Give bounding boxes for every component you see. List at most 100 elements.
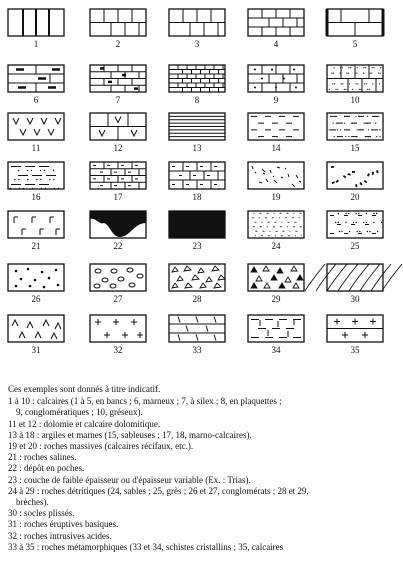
symbol-frame: [168, 112, 226, 141]
symbol-frame: [7, 314, 65, 343]
symbol-number: 26: [32, 294, 42, 304]
symbol-frame: [326, 161, 384, 190]
lithology-symbol: 26: [7, 263, 65, 304]
symbol-number: 22: [114, 241, 123, 251]
lithology-symbol: 29: [247, 263, 305, 304]
legend-line: 24 à 29 : roches détritiques (24, sables…: [8, 485, 309, 496]
lithology-symbol: 3: [168, 8, 226, 49]
symbol-number: 25: [351, 241, 361, 251]
lithology-symbol: 14: [247, 112, 305, 153]
symbol-number: 32: [114, 345, 123, 355]
symbol-number: 6: [34, 95, 39, 105]
lithology-symbol: 1: [7, 8, 65, 49]
lithology-symbol: 21: [7, 210, 65, 251]
symbol-frame: [7, 161, 65, 190]
symbol-frame: [7, 8, 65, 37]
symbol-number: 7: [116, 95, 121, 105]
symbol-frame: [89, 210, 147, 239]
symbol-number: 9: [274, 95, 279, 105]
lithology-symbol: 20: [326, 161, 384, 202]
symbol-number: 14: [272, 143, 282, 153]
symbol-number: 11: [32, 143, 41, 153]
lithology-symbol: 32: [89, 314, 147, 355]
legend-line: 9, conglomératiques ; 10, gréseux).: [16, 407, 143, 418]
legend-line: 21 : roches salines.: [8, 452, 77, 463]
lithology-symbol: 9: [247, 64, 305, 105]
symbol-frame: [89, 112, 147, 141]
symbol-number: 2: [116, 39, 121, 49]
legend-line: 31 : roches éruptives basiques.: [8, 519, 119, 530]
lithology-symbol: 12: [89, 112, 147, 153]
legend-line: 1 à 10 : calcaires (1 à 5, en bancs ; 6,…: [8, 396, 282, 407]
lithology-symbol: 24: [247, 210, 305, 251]
symbol-frame: [168, 8, 226, 37]
symbol-frame: [7, 112, 65, 141]
symbol-number: 3: [195, 39, 200, 49]
lithology-symbol: 18: [168, 161, 226, 202]
symbol-frame: [89, 314, 147, 343]
symbol-number: 20: [351, 192, 361, 202]
symbol-frame: [168, 210, 226, 239]
symbol-number: 16: [32, 192, 42, 202]
symbol-number: 13: [193, 143, 203, 153]
lithology-symbol: 33: [168, 314, 226, 355]
symbol-number: 34: [272, 345, 282, 355]
symbol-number: 12: [114, 143, 123, 153]
symbol-frame: [326, 314, 384, 343]
legend-line: 23 : couche de faible épaisseur ou d'épa…: [8, 474, 251, 485]
lithology-symbol: 28: [168, 263, 226, 304]
symbol-number: 8: [195, 95, 200, 105]
lithology-symbol: 30: [304, 263, 403, 304]
symbol-frame: [247, 64, 305, 93]
symbol-number: 24: [272, 241, 282, 251]
symbol-frame: [326, 8, 384, 37]
lithology-symbol: 16: [7, 161, 65, 202]
lithology-symbol: 31: [7, 314, 65, 355]
symbol-frame: [89, 161, 147, 190]
lithology-symbol: 2: [89, 8, 147, 49]
legend-line: 11 et 12 : dolomie et calcaire dolomitiq…: [8, 418, 161, 429]
lithology-symbol: 6: [7, 64, 65, 105]
lithology-symbol: 35: [326, 314, 384, 355]
lithology-symbol: 23: [168, 210, 226, 251]
symbol-number: 10: [351, 95, 361, 105]
symbol-number: 29: [272, 294, 282, 304]
symbol-number: 33: [193, 345, 203, 355]
symbol-frame: [89, 8, 147, 37]
lithology-symbol: 15: [326, 112, 384, 153]
lithology-symbol: 8: [168, 64, 226, 105]
symbol-number: 28: [193, 294, 203, 304]
symbol-frame: [247, 8, 305, 37]
symbol-frame: [247, 210, 305, 239]
symbol-number: 1: [34, 39, 39, 49]
symbol-number: 31: [32, 345, 41, 355]
legend: Ces exemples sont donnés à titre indicat…: [8, 384, 400, 553]
legend-line: 13 à 18 : argiles et marnes (15, sableus…: [8, 429, 252, 440]
symbol-number: 17: [114, 192, 124, 202]
symbol-number: 35: [351, 345, 361, 355]
lithology-symbol: 17: [89, 161, 147, 202]
symbol-frame: [326, 64, 384, 93]
symbol-frame: [7, 210, 65, 239]
symbol-frame: [89, 64, 147, 93]
legend-line: brèches).: [16, 497, 49, 508]
lithology-symbol: 11: [7, 112, 65, 153]
lithology-symbol: 7: [89, 64, 147, 105]
symbol-frame: [168, 161, 226, 190]
symbol-number: 21: [32, 241, 41, 251]
symbol-frame: [247, 161, 305, 190]
symbol-number: 5: [353, 39, 358, 49]
legend-line: 32 : roches intrusives acides.: [8, 530, 112, 541]
symbol-frame: [7, 64, 65, 93]
symbol-frame: [326, 263, 384, 292]
lithology-symbol: 34: [247, 314, 305, 355]
symbol-number: 30: [351, 294, 361, 304]
symbol-frame: [7, 263, 65, 292]
symbol-frame: [326, 112, 384, 141]
legend-line: 22 : dépôt en poches.: [8, 463, 85, 474]
lithology-symbol: 19: [247, 161, 305, 202]
lithology-symbol: 25: [326, 210, 384, 251]
lithology-symbol: 5: [325, 8, 385, 49]
symbol-frame: [168, 314, 226, 343]
